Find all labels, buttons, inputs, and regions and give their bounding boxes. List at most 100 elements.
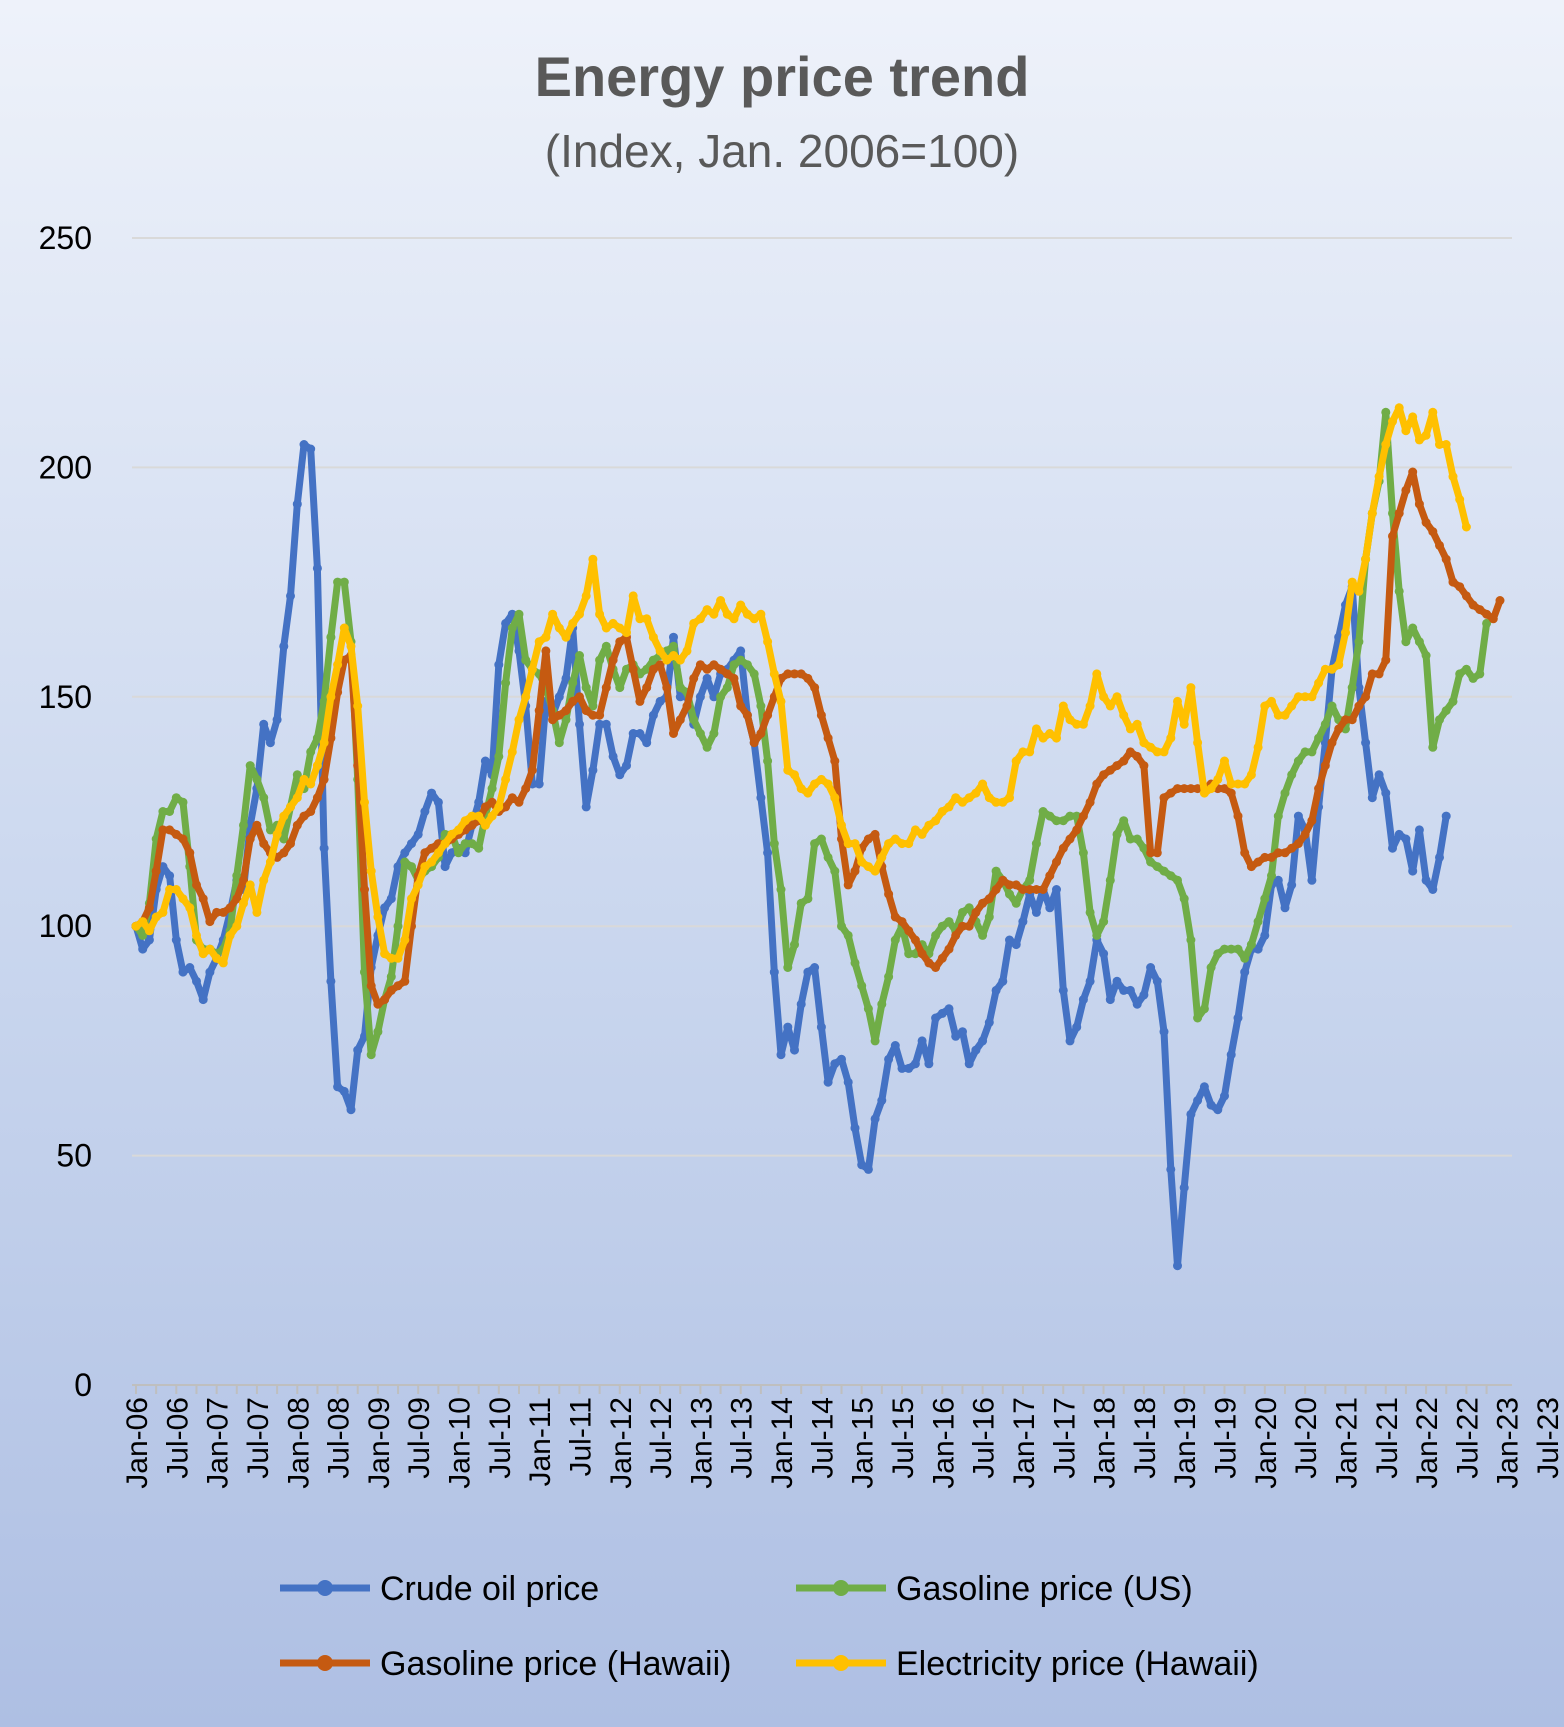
data-point (1045, 811, 1055, 821)
data-point (326, 692, 336, 702)
data-point (1052, 816, 1061, 826)
data-point (998, 797, 1008, 807)
data-point (467, 811, 477, 821)
data-point (937, 953, 947, 963)
data-point (1320, 738, 1330, 748)
data-point (702, 605, 712, 615)
data-point (1394, 586, 1404, 596)
data-point (830, 866, 840, 876)
data-point (1132, 834, 1142, 844)
data-point (312, 793, 322, 803)
data-point (904, 926, 914, 936)
data-point (776, 696, 786, 706)
data-point (863, 1164, 873, 1174)
data-point (454, 825, 463, 835)
legend-marker (317, 1655, 333, 1671)
gridlines (132, 237, 1512, 1157)
x-tick-label: Jul-07 (242, 1397, 275, 1479)
data-point (1085, 976, 1095, 986)
data-point (427, 843, 437, 853)
data-point (1152, 862, 1162, 872)
data-point (830, 793, 840, 803)
data-point (884, 889, 894, 899)
data-point (601, 641, 611, 651)
data-point (595, 609, 605, 619)
data-point (1179, 1183, 1189, 1193)
data-point (581, 706, 591, 716)
data-point (870, 829, 880, 839)
data-point (1367, 669, 1377, 679)
x-tick-label: Jul-08 (323, 1397, 356, 1479)
data-point (447, 829, 457, 839)
data-point (252, 907, 262, 917)
data-point (709, 660, 719, 670)
data-point (1293, 839, 1303, 849)
data-point (380, 995, 390, 1005)
data-point (1361, 738, 1371, 748)
data-point (1072, 1022, 1082, 1032)
data-point (286, 802, 295, 812)
data-point (514, 715, 524, 725)
data-point (695, 614, 705, 624)
x-tick-label: Jul-22 (1451, 1397, 1484, 1479)
data-point (420, 848, 430, 858)
data-point (1320, 719, 1330, 729)
data-point (863, 1004, 873, 1014)
data-point (144, 935, 154, 945)
data-point (951, 1031, 961, 1041)
data-point (265, 825, 275, 835)
data-point (863, 862, 873, 872)
data-point (366, 981, 376, 991)
data-point (407, 862, 416, 872)
data-point (1159, 747, 1169, 757)
data-point (884, 1054, 894, 1064)
data-point (568, 696, 578, 706)
data-point (669, 632, 678, 642)
data-point (931, 963, 941, 972)
series-lines (131, 403, 1505, 1271)
data-point (440, 839, 450, 849)
data-point (931, 1013, 941, 1023)
data-point (1018, 917, 1028, 927)
data-point (158, 825, 168, 835)
data-point (1314, 678, 1324, 688)
data-point (265, 738, 275, 748)
data-point (716, 664, 726, 674)
data-point (433, 848, 443, 858)
data-point (635, 696, 645, 706)
data-point (1421, 651, 1431, 660)
data-point (1146, 963, 1156, 972)
data-point (729, 614, 739, 624)
data-point (1105, 875, 1115, 885)
data-point (816, 834, 826, 844)
data-point (964, 903, 974, 913)
x-tick-label: Jan-06 (121, 1397, 154, 1489)
data-point (763, 637, 773, 647)
data-point (964, 921, 974, 931)
data-point (843, 1077, 853, 1087)
data-point (810, 779, 820, 789)
data-point (608, 618, 618, 628)
data-point (890, 834, 900, 844)
data-point (373, 999, 383, 1009)
data-point (1267, 871, 1276, 881)
x-tick-label: Jul-15 (887, 1397, 920, 1479)
data-point (1381, 407, 1391, 417)
data-point (790, 770, 799, 780)
legend-item: Crude oil price (280, 1570, 599, 1608)
data-point (958, 921, 967, 931)
data-point (460, 839, 470, 849)
data-point (1327, 664, 1337, 674)
data-point (1293, 811, 1303, 821)
data-point (1273, 848, 1283, 858)
data-point (265, 857, 275, 867)
data-point (1307, 816, 1317, 826)
data-point (1354, 701, 1364, 711)
data-point (554, 710, 564, 720)
data-point (702, 664, 712, 674)
data-point (1300, 692, 1310, 702)
data-point (1475, 669, 1485, 679)
data-point (1193, 738, 1203, 748)
data-point (306, 779, 316, 789)
data-point (259, 875, 269, 885)
